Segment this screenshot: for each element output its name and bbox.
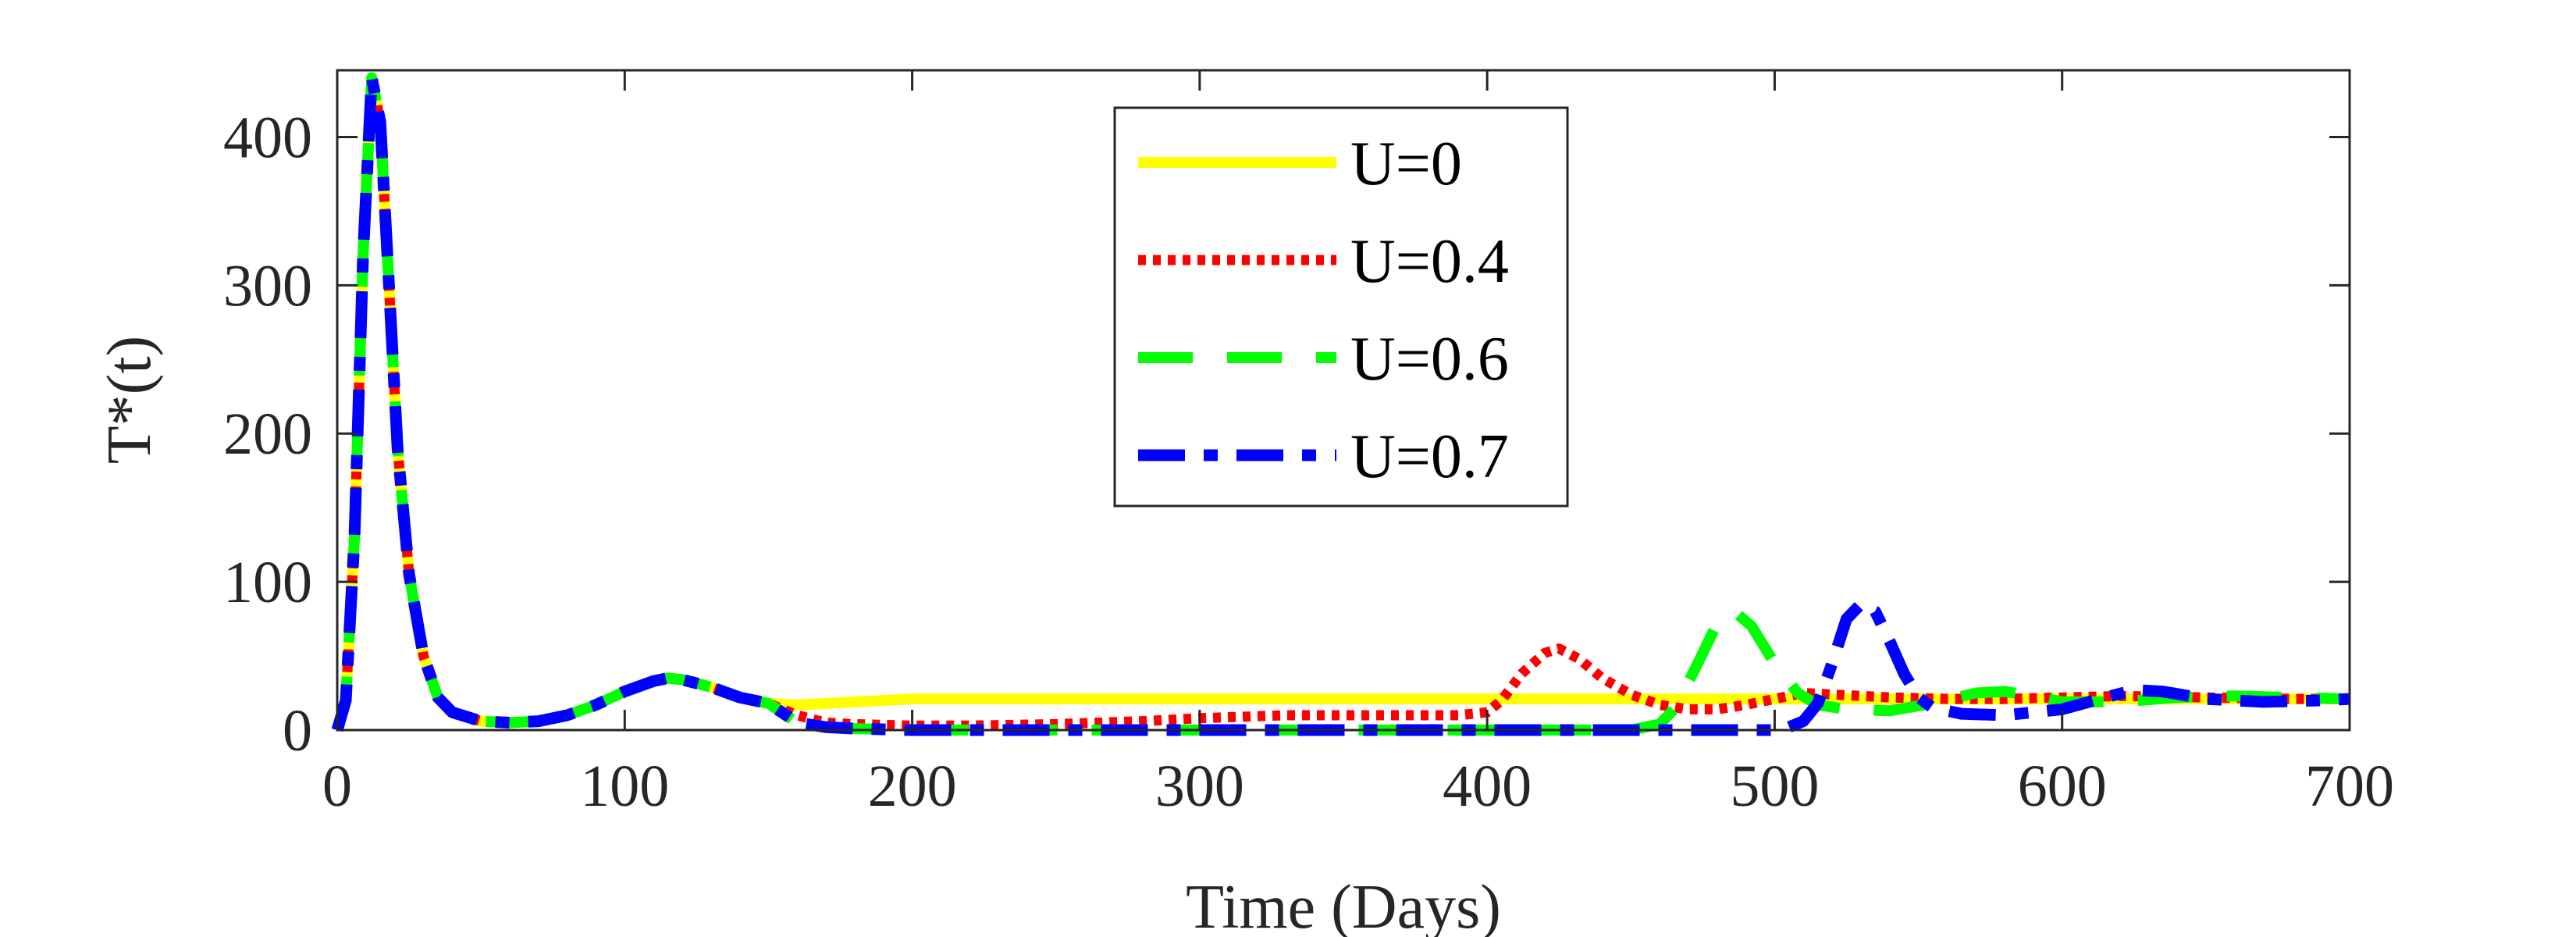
x-tick-label: 600: [2018, 754, 2107, 819]
x-tick-label: 500: [1730, 754, 1819, 819]
legend-label-2: U=0.4: [1350, 227, 1509, 296]
x-tick-label: 0: [322, 754, 352, 819]
x-tick-label: 400: [1443, 754, 1532, 819]
x-tick-label: 100: [580, 754, 669, 819]
x-tick-label: 700: [2305, 754, 2394, 819]
plot-frame: [336, 69, 2351, 732]
y-tick-label: 400: [223, 105, 312, 170]
legend-label-3: U=0.6: [1350, 325, 1509, 394]
y-tick-label: 100: [223, 550, 312, 615]
y-tick-label: 300: [223, 253, 312, 319]
y-axis-label: T*(t): [95, 336, 164, 464]
legend-label-1: U=0: [1350, 130, 1462, 198]
x-tick-label: 300: [1155, 754, 1244, 819]
y-tick-label: 200: [223, 401, 312, 467]
x-axis-label: Time (Days): [1186, 873, 1501, 937]
tick-layer: 0 100 200 300 400 500 600 700 0 100 200 300 400: [223, 70, 2394, 819]
legend-box: [1113, 106, 1569, 508]
y-tick-label: 0: [283, 698, 312, 764]
legend: U=0 U=0.4 U=0.6 U=0.7: [1113, 106, 1569, 508]
legend-label-4: U=0.7: [1350, 422, 1509, 491]
x-tick-label: 200: [868, 754, 957, 819]
